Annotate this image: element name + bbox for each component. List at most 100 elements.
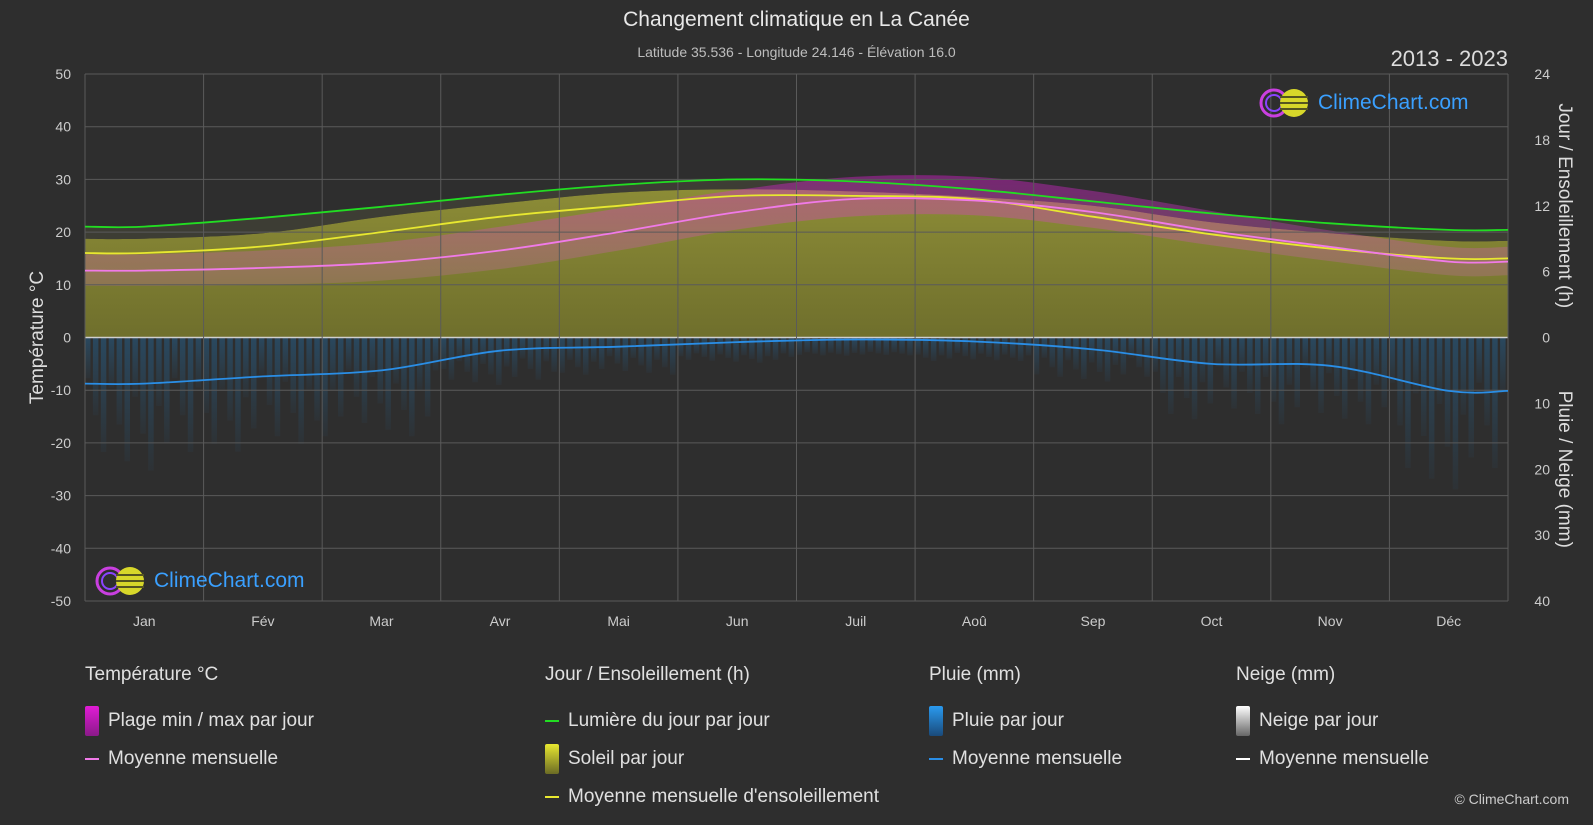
rain-day-bar (251, 337, 257, 429)
rain-day-bar (614, 337, 621, 364)
rain-day-bar (1168, 337, 1174, 414)
line-swatch-icon (545, 720, 559, 722)
y-tick-label-right-top: 18 (1534, 132, 1550, 148)
rain-day-bar (820, 337, 826, 356)
rain-day-bar (1397, 337, 1403, 426)
legend-item: Moyenne mensuelle (85, 740, 314, 778)
y-tick-label-left: 30 (55, 171, 71, 187)
copyright: © ClimeChart.com (1454, 791, 1569, 807)
y-tick-label-left: -50 (51, 593, 71, 609)
y-tick-label-left: -10 (51, 382, 71, 398)
y-tick-label-left: 40 (55, 119, 71, 135)
rain-day-bar (1286, 337, 1293, 385)
y-tick-label-right-bottom: 10 (1534, 395, 1550, 411)
x-tick-label: Fév (251, 613, 274, 629)
rain-day-bar (1104, 337, 1111, 382)
rain-day-bar (409, 337, 415, 437)
daylight-line (85, 178, 1508, 232)
rain-day-bar (1239, 337, 1245, 372)
rain-day-bar (1049, 337, 1055, 368)
x-tick-label: Déc (1436, 613, 1461, 629)
rain-day-bar (583, 337, 589, 375)
logo-bottom[interactable]: ClimeChart.com (94, 564, 305, 598)
rain-day-bar (496, 337, 502, 385)
rain-day-bar (693, 337, 700, 354)
rain-day-bar (132, 337, 138, 397)
rain-day-bar (1373, 337, 1380, 385)
rain-day-bar (140, 337, 146, 434)
rain-day-bar (843, 337, 850, 356)
rain-day-bar (812, 337, 818, 354)
legend-item: Moyenne mensuelle (1236, 740, 1429, 778)
rain-day-bar (804, 337, 810, 353)
rain-day-bar (353, 337, 360, 397)
rain-day-bar (670, 337, 676, 375)
rain-day-bar (986, 337, 992, 357)
rain-day-bar (907, 337, 913, 356)
sunshine-mean-line (85, 194, 1508, 261)
rain-day-bar (709, 337, 715, 361)
x-tick-label: Mai (607, 613, 630, 629)
logo-top[interactable]: ClimeChart.com (1258, 86, 1469, 120)
rain-day-bar (1136, 337, 1142, 368)
rain-day-bar (796, 337, 802, 355)
box-swatch-icon (929, 706, 943, 736)
rain-day-bar (946, 337, 953, 359)
rain-day-bar (954, 337, 961, 353)
legend-item: Moyenne mensuelle (929, 740, 1122, 778)
rain-day-bar (195, 337, 202, 388)
rain-day-bar (567, 337, 573, 360)
rain-day-bar (298, 337, 304, 444)
rain-day-bar (1270, 337, 1277, 402)
rain-day-bar (883, 337, 889, 355)
rain-day-bar (511, 337, 518, 377)
rain-day-bar (677, 337, 684, 357)
rain-day-bar (1255, 337, 1261, 414)
y-tick-label-right-top: 12 (1534, 198, 1550, 214)
y-tick-label-right-bottom: 40 (1534, 593, 1550, 609)
logo-icon (1259, 88, 1308, 118)
rain-day-bar (575, 337, 581, 368)
y-tick-label-left: -20 (51, 435, 71, 451)
rain-day-bar (654, 337, 660, 360)
rain-day-bar (108, 337, 115, 388)
rain-day-bar (836, 337, 842, 355)
legend-title: Neige (mm) (1236, 664, 1336, 685)
rain-day-bar (1073, 337, 1079, 370)
y-tick-label-right-top: 0 (1542, 330, 1550, 346)
line-swatch-icon (545, 796, 559, 798)
rain-day-bar (630, 337, 636, 359)
rain-day-bar (757, 337, 763, 363)
rain-day-bar (1183, 337, 1190, 399)
y-tick-label-left: -30 (51, 488, 71, 504)
rain-day-bar (749, 337, 755, 359)
rain-day-bar (282, 337, 289, 382)
rain-day-bar (1460, 337, 1467, 415)
rain-day-bar (1002, 337, 1008, 355)
rain-day-bar (1017, 337, 1024, 361)
x-tick-label: Jun (726, 613, 749, 629)
y-axis-title-right-top: Jour / Ensoleillement (h) (1554, 103, 1575, 308)
rain-day-bar (867, 337, 874, 352)
rain-day-bar (1405, 337, 1411, 469)
rain-day-bar (1436, 337, 1443, 404)
rain-day-bar (725, 337, 731, 359)
rain-day-bar (116, 337, 123, 425)
rain-day-bar (85, 337, 91, 379)
daylight-area (85, 179, 1508, 242)
rain-day-bar (219, 337, 225, 390)
rain-day-bar (646, 337, 652, 373)
temperature-mean-line (85, 197, 1508, 272)
rain-day-bar (741, 337, 747, 356)
rain-day-bar (274, 337, 281, 437)
rain-day-bar (306, 337, 312, 390)
rain-day-bar (1081, 337, 1087, 380)
rain-day-bar (1476, 337, 1482, 383)
chart-title: Changement climatique en La Canée (623, 8, 970, 31)
rain-day-bar (314, 337, 320, 421)
rain-day-bar (930, 337, 937, 361)
rain-day-bar (432, 337, 439, 371)
rain-day-bar (1428, 337, 1435, 479)
line-swatch-icon (929, 758, 943, 760)
rain-day-bar (1152, 337, 1158, 372)
